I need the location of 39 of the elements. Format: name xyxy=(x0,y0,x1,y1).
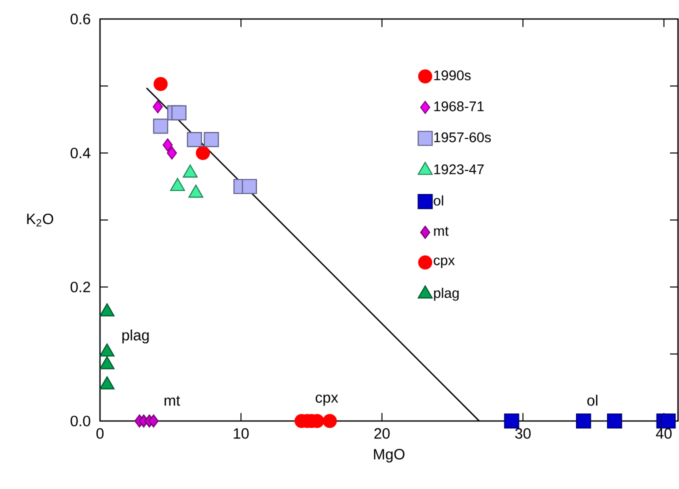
point xyxy=(196,146,210,160)
annotation: cpx xyxy=(316,394,338,406)
x-axis-title: MgO xyxy=(374,448,404,462)
x-tick-label: 0 xyxy=(96,428,104,439)
legend-label: ol xyxy=(434,195,444,206)
annotation: plag xyxy=(122,329,149,344)
x-tick-label: 30 xyxy=(515,428,531,439)
point xyxy=(152,100,163,114)
legend-label: 1990s xyxy=(434,70,471,80)
annotation: mt xyxy=(164,396,180,406)
point xyxy=(166,146,177,160)
point xyxy=(504,413,520,429)
point xyxy=(171,105,186,120)
point xyxy=(154,76,168,92)
x-tick-label: 40 xyxy=(656,428,672,439)
legend-label: cpx xyxy=(434,258,455,268)
point xyxy=(153,118,168,134)
y-tick-label: 0.6 xyxy=(70,14,90,24)
y-tick-label: 0.2 xyxy=(70,282,90,292)
legend-label: 1968-71 xyxy=(434,101,484,112)
legend-label: plag xyxy=(434,288,459,301)
point xyxy=(322,414,337,428)
point xyxy=(186,132,202,148)
point xyxy=(660,413,676,429)
x-tick-label: 10 xyxy=(234,428,249,439)
annotation: ol xyxy=(587,394,598,406)
y-tick-label: 0.0 xyxy=(70,416,90,426)
y-tick-label: 0.4 xyxy=(70,148,90,158)
point xyxy=(607,413,622,429)
y-axis-title: K$_{2}$O xyxy=(27,214,54,226)
point xyxy=(162,138,173,152)
point xyxy=(242,178,257,194)
legend-label: 1957-60s xyxy=(434,132,491,142)
legend-label: mt xyxy=(434,226,449,236)
x-tick-label: 20 xyxy=(374,428,390,439)
point xyxy=(204,132,219,148)
point xyxy=(576,413,592,429)
point xyxy=(148,414,159,428)
legend-label: 1923-47 xyxy=(434,164,484,174)
